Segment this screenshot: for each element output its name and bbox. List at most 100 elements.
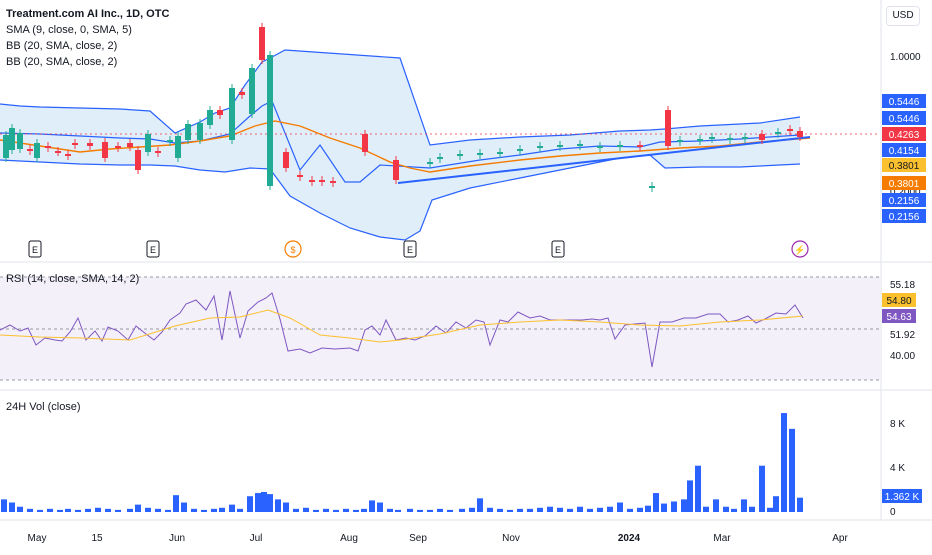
- volume-bar: [645, 505, 651, 512]
- volume-bar: [427, 509, 433, 512]
- price-badge: [882, 94, 926, 108]
- event-marker-label: E: [407, 245, 413, 255]
- sma-legend[interactable]: SMA (9, close, 0, SMA, 5): [6, 24, 132, 36]
- candle: [677, 140, 683, 142]
- volume-bar: [353, 509, 359, 512]
- price-badge: [882, 111, 926, 125]
- currency-button[interactable]: USD: [886, 6, 920, 26]
- volume-bar: [283, 502, 289, 512]
- candle: [87, 143, 93, 146]
- candle: [362, 134, 368, 152]
- candle: [709, 137, 715, 139]
- candle: [185, 124, 191, 140]
- rsi-legend[interactable]: RSI (14, close, SMA, 14, 2): [6, 273, 140, 285]
- volume-bar: [201, 509, 207, 512]
- volume-bar: [145, 507, 151, 512]
- candle: [497, 152, 503, 154]
- candle: [45, 146, 51, 148]
- candle: [259, 27, 265, 60]
- bb-legend-2[interactable]: BB (20, SMA, close, 2): [6, 56, 118, 68]
- volume-bar: [617, 502, 623, 512]
- volume-bar: [681, 499, 687, 512]
- volume-bar: [255, 493, 261, 512]
- event-marker-label: $: [290, 245, 295, 255]
- rsi-tick: 40.00: [890, 351, 915, 362]
- bb-basis-line: [0, 100, 801, 183]
- volume-bar: [417, 509, 423, 512]
- candle: [297, 175, 303, 177]
- volume-bar: [37, 509, 43, 512]
- candle: [17, 133, 23, 149]
- volume-bar: [731, 508, 737, 512]
- volume-bar: [1, 499, 7, 512]
- price-badge-label: 0.4154: [889, 146, 920, 157]
- volume-bar: [607, 506, 613, 512]
- volume-bar: [567, 508, 573, 512]
- rsi-ma-line: [0, 309, 804, 343]
- volume-bar: [237, 508, 243, 512]
- volume-bar: [47, 508, 53, 512]
- price-badge: [882, 193, 926, 207]
- symbol-title[interactable]: Treatment.com AI Inc., 1D, OTC: [6, 8, 170, 20]
- volume-bar: [85, 508, 91, 512]
- candle: [249, 68, 255, 114]
- time-tick: Apr: [832, 533, 848, 544]
- candle: [727, 138, 733, 140]
- volume-bar: [361, 508, 367, 512]
- candle: [649, 186, 655, 188]
- candle: [759, 134, 765, 140]
- price-badge-label: 0.3801: [889, 179, 920, 190]
- volume-bar: [797, 497, 803, 512]
- volume-bar: [703, 506, 709, 512]
- volume-bar: [789, 428, 795, 512]
- volume-bar: [377, 502, 383, 512]
- candle: [145, 134, 151, 152]
- event-marker: [284, 240, 302, 258]
- volume-bar: [537, 507, 543, 512]
- volume-bar: [477, 498, 483, 512]
- candle: [135, 150, 141, 170]
- volume-bar: [407, 508, 413, 512]
- candle: [175, 136, 181, 158]
- candle: [787, 129, 793, 131]
- candle: [207, 110, 213, 125]
- volume-bar: [293, 508, 299, 512]
- price-badge: [882, 143, 926, 157]
- candle: [577, 144, 583, 146]
- earnings-marker: [403, 240, 417, 258]
- event-marker-label: ⚡: [794, 244, 805, 256]
- volume-bar: [459, 508, 465, 512]
- volume-bar: [767, 507, 773, 512]
- candle: [267, 55, 273, 186]
- price-badge: [882, 127, 926, 141]
- earnings-marker: [28, 240, 42, 258]
- trend-line: [397, 136, 811, 184]
- price-badge-label: 0.2156: [889, 212, 920, 223]
- bb-legend-1[interactable]: BB (20, SMA, close, 2): [6, 40, 118, 52]
- volume-bar: [687, 480, 693, 512]
- volume-bar: [507, 509, 513, 512]
- candle: [617, 145, 623, 147]
- volume-bar: [671, 501, 677, 512]
- main-legend: Treatment.com AI Inc., 1D, OTC SMA (9, c…: [6, 6, 169, 70]
- candle: [309, 180, 315, 182]
- candle: [393, 160, 399, 180]
- volume-tick: 4 K: [890, 463, 905, 474]
- earnings-marker: [146, 240, 160, 258]
- volume-bar: [487, 507, 493, 512]
- time-tick: 2024: [618, 533, 641, 544]
- volume-bar: [75, 509, 81, 512]
- volume-legend[interactable]: 24H Vol (close): [6, 401, 81, 413]
- volume-bar: [173, 495, 179, 512]
- time-tick: May: [28, 533, 47, 544]
- volume-bar: [229, 504, 235, 512]
- volume-bar: [781, 413, 787, 512]
- rsi-tick: 55.18: [890, 280, 915, 291]
- price-badge-label: 0.5446: [889, 114, 920, 125]
- candle: [477, 153, 483, 155]
- volume-bar: [437, 508, 443, 512]
- volume-bar: [127, 508, 133, 512]
- time-tick: Jun: [169, 533, 185, 544]
- candle: [637, 145, 643, 147]
